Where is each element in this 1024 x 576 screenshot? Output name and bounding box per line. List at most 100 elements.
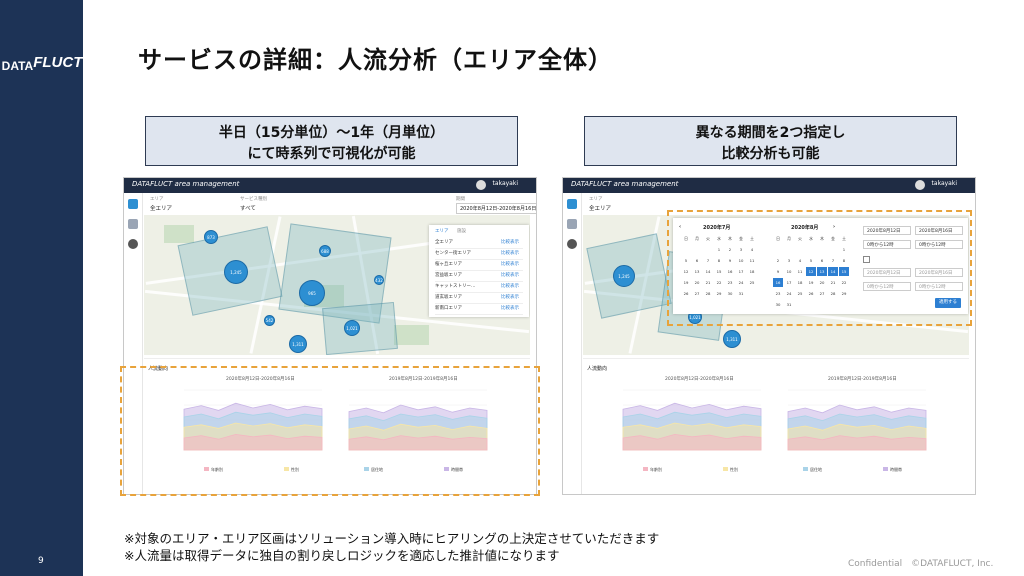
calendar-day[interactable]: 22 bbox=[841, 280, 847, 285]
calendar-day[interactable]: 18 bbox=[749, 269, 755, 274]
compare-link[interactable]: 比較表示 bbox=[501, 295, 519, 300]
calendar-day[interactable]: 13 bbox=[817, 267, 827, 276]
calendar-day[interactable]: 31 bbox=[786, 302, 792, 307]
compare-link[interactable]: 比較表示 bbox=[501, 284, 519, 289]
end-time-select[interactable]: 0時から12時 bbox=[915, 240, 963, 249]
calendar-day[interactable]: 9 bbox=[776, 269, 780, 274]
calendar-day[interactable]: 3 bbox=[787, 258, 791, 263]
calendar-day[interactable]: 29 bbox=[841, 291, 847, 296]
calendar-day[interactable]: 11 bbox=[749, 258, 755, 263]
legend-item[interactable]: 年齢別 bbox=[204, 467, 223, 473]
calendar-day[interactable]: 7 bbox=[831, 258, 835, 263]
calendar-day[interactable]: 19 bbox=[683, 280, 689, 285]
calendar-day[interactable]: 22 bbox=[716, 280, 722, 285]
calendar-day[interactable]: 21 bbox=[705, 280, 711, 285]
compare-link[interactable]: 比較表示 bbox=[501, 262, 519, 267]
calendar-day[interactable]: 30 bbox=[775, 302, 781, 307]
avatar[interactable] bbox=[915, 180, 925, 190]
settings-icon[interactable] bbox=[567, 239, 577, 249]
calendar-day[interactable]: 7 bbox=[706, 258, 710, 263]
calendar-day[interactable]: 26 bbox=[683, 291, 689, 296]
calendar-day[interactable]: 4 bbox=[798, 258, 802, 263]
traffic-bubble[interactable]: 965 bbox=[299, 280, 325, 306]
calendar-day[interactable]: 21 bbox=[830, 280, 836, 285]
legend-item[interactable]: 年齢別 bbox=[643, 467, 662, 473]
calendar-day[interactable]: 14 bbox=[828, 267, 838, 276]
tab-area[interactable]: エリア bbox=[435, 229, 449, 234]
calendar-day[interactable]: 18 bbox=[797, 280, 803, 285]
traffic-bubble[interactable]: 432 bbox=[374, 275, 384, 285]
start-date-field[interactable]: 2020年8月12日 bbox=[863, 226, 911, 235]
start-time-select[interactable]: 0時から12時 bbox=[863, 240, 911, 249]
traffic-bubble[interactable]: 1,021 bbox=[344, 320, 360, 336]
calendar-day[interactable]: 9 bbox=[728, 258, 732, 263]
prev-month-icon[interactable]: ‹ bbox=[679, 224, 682, 230]
calendar-day[interactable]: 5 bbox=[684, 258, 688, 263]
compare-link[interactable]: 比較表示 bbox=[501, 240, 519, 245]
area-list-item[interactable]: 全エリア 比較表示 bbox=[435, 237, 523, 249]
compare-end-time[interactable]: 0時から12時 bbox=[915, 282, 963, 291]
calendar-day[interactable]: 6 bbox=[820, 258, 824, 263]
avatar[interactable] bbox=[476, 180, 486, 190]
calendar-day[interactable]: 16 bbox=[727, 269, 733, 274]
traffic-bubble[interactable]: 1,311 bbox=[723, 330, 741, 348]
calendar-day[interactable]: 11 bbox=[797, 269, 803, 274]
area-list-item[interactable]: 宮益坂エリア 比較表示 bbox=[435, 270, 523, 282]
calendar-day[interactable]: 2 bbox=[728, 247, 732, 252]
area-filter-select[interactable]: 全エリア bbox=[589, 206, 612, 212]
calendar-day[interactable]: 1 bbox=[717, 247, 721, 252]
area-list-item[interactable]: 道玄坂エリア 比較表示 bbox=[435, 292, 523, 304]
calendar-day[interactable]: 24 bbox=[738, 280, 744, 285]
map[interactable]: 1,245 965 873 1,021 542 688 432 1,311 エリ… bbox=[144, 215, 530, 355]
service-filter-select[interactable]: すべて bbox=[240, 206, 256, 212]
calendar-day[interactable]: 20 bbox=[694, 280, 700, 285]
area-list-item[interactable]: センター街エリア 比較表示 bbox=[435, 248, 523, 260]
calendar-day[interactable]: 19 bbox=[808, 280, 814, 285]
calendar-day[interactable]: 29 bbox=[716, 291, 722, 296]
traffic-bubble[interactable]: 1,245 bbox=[613, 265, 635, 287]
settings-icon[interactable] bbox=[128, 239, 138, 249]
area-list-item[interactable]: 新南口エリア 比較表示 bbox=[435, 303, 523, 315]
people-flow-icon[interactable] bbox=[567, 199, 577, 209]
traffic-bubble[interactable]: 542 bbox=[264, 315, 275, 326]
calendar-day[interactable]: 26 bbox=[808, 291, 814, 296]
calendar-day[interactable]: 28 bbox=[830, 291, 836, 296]
calendar-day[interactable]: 27 bbox=[694, 291, 700, 296]
area-list-item[interactable]: 桜ヶ丘エリア 比較表示 bbox=[435, 259, 523, 271]
legend-item[interactable]: 時間帯 bbox=[883, 467, 902, 473]
legend-item[interactable]: 居住地 bbox=[803, 467, 822, 473]
legend-item[interactable]: 性別 bbox=[284, 467, 299, 473]
calendar-day[interactable]: 8 bbox=[717, 258, 721, 263]
calendar-day[interactable]: 12 bbox=[683, 269, 689, 274]
calendar-day[interactable]: 24 bbox=[786, 291, 792, 296]
calendar-day[interactable]: 17 bbox=[738, 269, 744, 274]
calendar-day[interactable]: 15 bbox=[716, 269, 722, 274]
compare-link[interactable]: 比較表示 bbox=[501, 273, 519, 278]
calendar-day[interactable]: 10 bbox=[738, 258, 744, 263]
next-month-icon[interactable]: › bbox=[833, 224, 836, 230]
analysis-icon[interactable] bbox=[567, 219, 577, 229]
compare-end-date[interactable]: 2020年8月16日 bbox=[915, 268, 963, 277]
compare-checkbox[interactable] bbox=[863, 256, 870, 263]
calendar-day[interactable]: 23 bbox=[775, 291, 781, 296]
area-filter-select[interactable]: 全エリア bbox=[150, 206, 173, 212]
compare-start-date[interactable]: 2020年8月12日 bbox=[863, 268, 911, 277]
calendar-day[interactable]: 1 bbox=[842, 247, 846, 252]
calendar-day[interactable]: 27 bbox=[819, 291, 825, 296]
people-flow-icon[interactable] bbox=[128, 199, 138, 209]
calendar-day[interactable]: 25 bbox=[749, 280, 755, 285]
compare-link[interactable]: 比較表示 bbox=[501, 306, 519, 311]
apply-button[interactable]: 適用する bbox=[935, 298, 961, 308]
tab-facility[interactable]: 施設 bbox=[457, 229, 466, 234]
calendar-day[interactable]: 20 bbox=[819, 280, 825, 285]
calendar-day[interactable]: 8 bbox=[842, 258, 846, 263]
calendar-day[interactable]: 5 bbox=[809, 258, 813, 263]
calendar-day[interactable]: 14 bbox=[705, 269, 711, 274]
calendar-day[interactable]: 2 bbox=[776, 258, 780, 263]
period-filter-input[interactable]: 2020年8月12日-2020年8月16日 bbox=[456, 203, 536, 214]
calendar-day[interactable]: 4 bbox=[750, 247, 754, 252]
calendar-day[interactable]: 12 bbox=[806, 267, 816, 276]
calendar-day[interactable]: 6 bbox=[695, 258, 699, 263]
calendar-day[interactable]: 25 bbox=[797, 291, 803, 296]
calendar-day[interactable]: 28 bbox=[705, 291, 711, 296]
